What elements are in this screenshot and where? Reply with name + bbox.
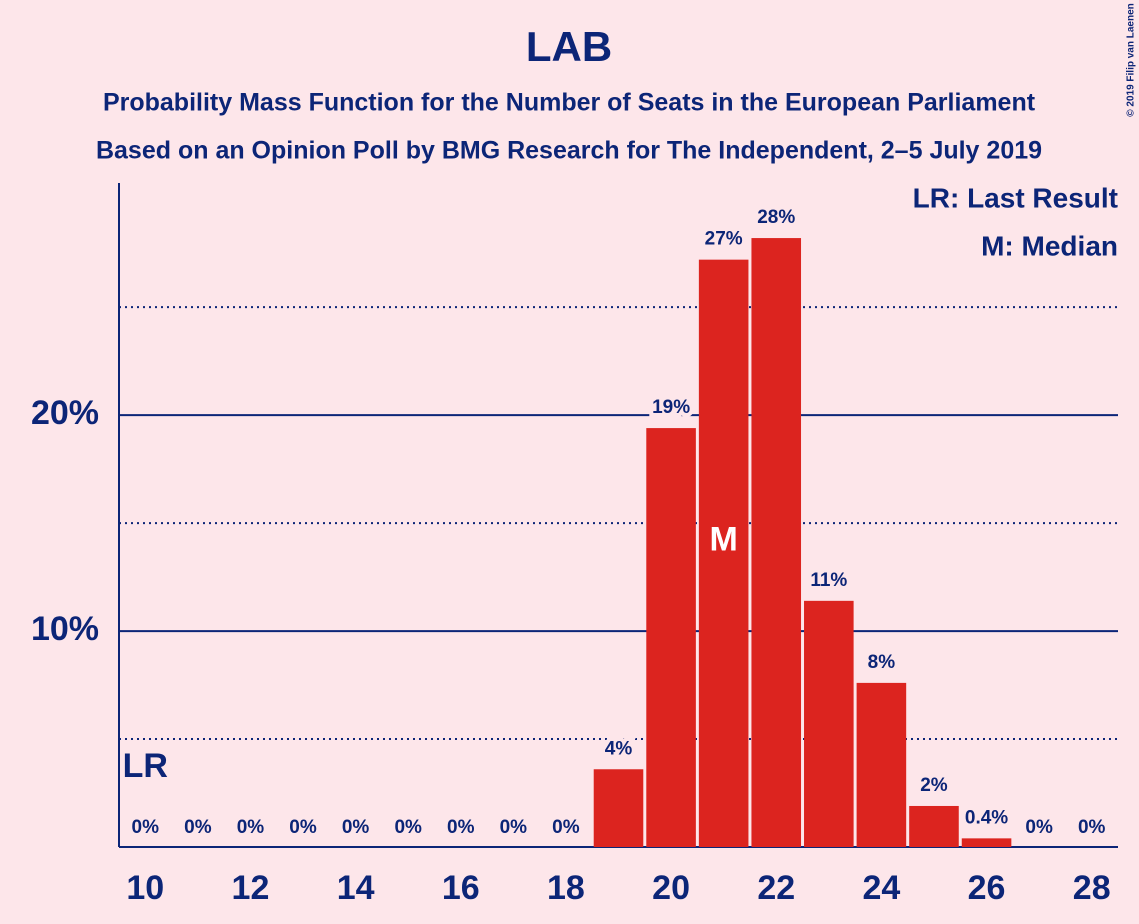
bar xyxy=(751,238,802,847)
y-tick-label: 20% xyxy=(31,394,99,432)
value-label: 0% xyxy=(132,817,160,838)
value-label: 0% xyxy=(1025,817,1053,838)
value-label: 11% xyxy=(810,570,847,591)
chart-subtitle: Probability Mass Function for the Number… xyxy=(103,89,1036,117)
value-label: 2% xyxy=(920,775,948,796)
value-label: 0% xyxy=(184,817,212,838)
bar xyxy=(961,838,1012,847)
value-label: 0% xyxy=(394,817,422,838)
chart-subtitle: Based on an Opinion Poll by BMG Research… xyxy=(96,137,1042,165)
x-tick-label: 22 xyxy=(757,869,795,907)
value-label: 0% xyxy=(447,817,475,838)
value-label: 0% xyxy=(1078,817,1106,838)
x-tick-label: 10 xyxy=(126,869,164,907)
bar xyxy=(646,428,696,847)
x-tick-label: 14 xyxy=(337,869,375,907)
legend-entry: LR: Last Result xyxy=(913,182,1118,213)
value-label: 8% xyxy=(868,652,896,673)
bar xyxy=(593,769,644,847)
y-tick-label: 10% xyxy=(31,610,99,648)
median-marker: M xyxy=(709,520,737,558)
x-tick-label: 16 xyxy=(442,869,480,907)
chart-title: LAB xyxy=(526,23,612,70)
x-tick-label: 20 xyxy=(652,869,690,907)
value-label: 4% xyxy=(605,738,633,759)
x-tick-label: 28 xyxy=(1073,869,1111,907)
value-label: 0% xyxy=(552,817,580,838)
value-label: 0.4% xyxy=(965,807,1008,828)
value-label: 0% xyxy=(237,817,265,838)
bar xyxy=(909,805,959,847)
x-tick-label: 26 xyxy=(968,869,1006,907)
value-label: 0% xyxy=(289,817,317,838)
bar xyxy=(804,600,854,847)
last-result-marker: LR xyxy=(123,747,168,785)
credit: © 2019 Filip van Laenen xyxy=(1126,3,1137,117)
value-label: 0% xyxy=(342,817,370,838)
legend-entry: M: Median xyxy=(981,230,1118,261)
value-label: 28% xyxy=(757,207,795,228)
x-tick-label: 24 xyxy=(862,869,900,907)
bar xyxy=(856,682,907,847)
value-label: 0% xyxy=(500,817,528,838)
bar xyxy=(698,259,749,847)
value-label: 27% xyxy=(705,229,743,250)
x-tick-label: 12 xyxy=(232,869,270,907)
x-tick-label: 18 xyxy=(547,869,585,907)
value-label: 19% xyxy=(652,397,690,418)
